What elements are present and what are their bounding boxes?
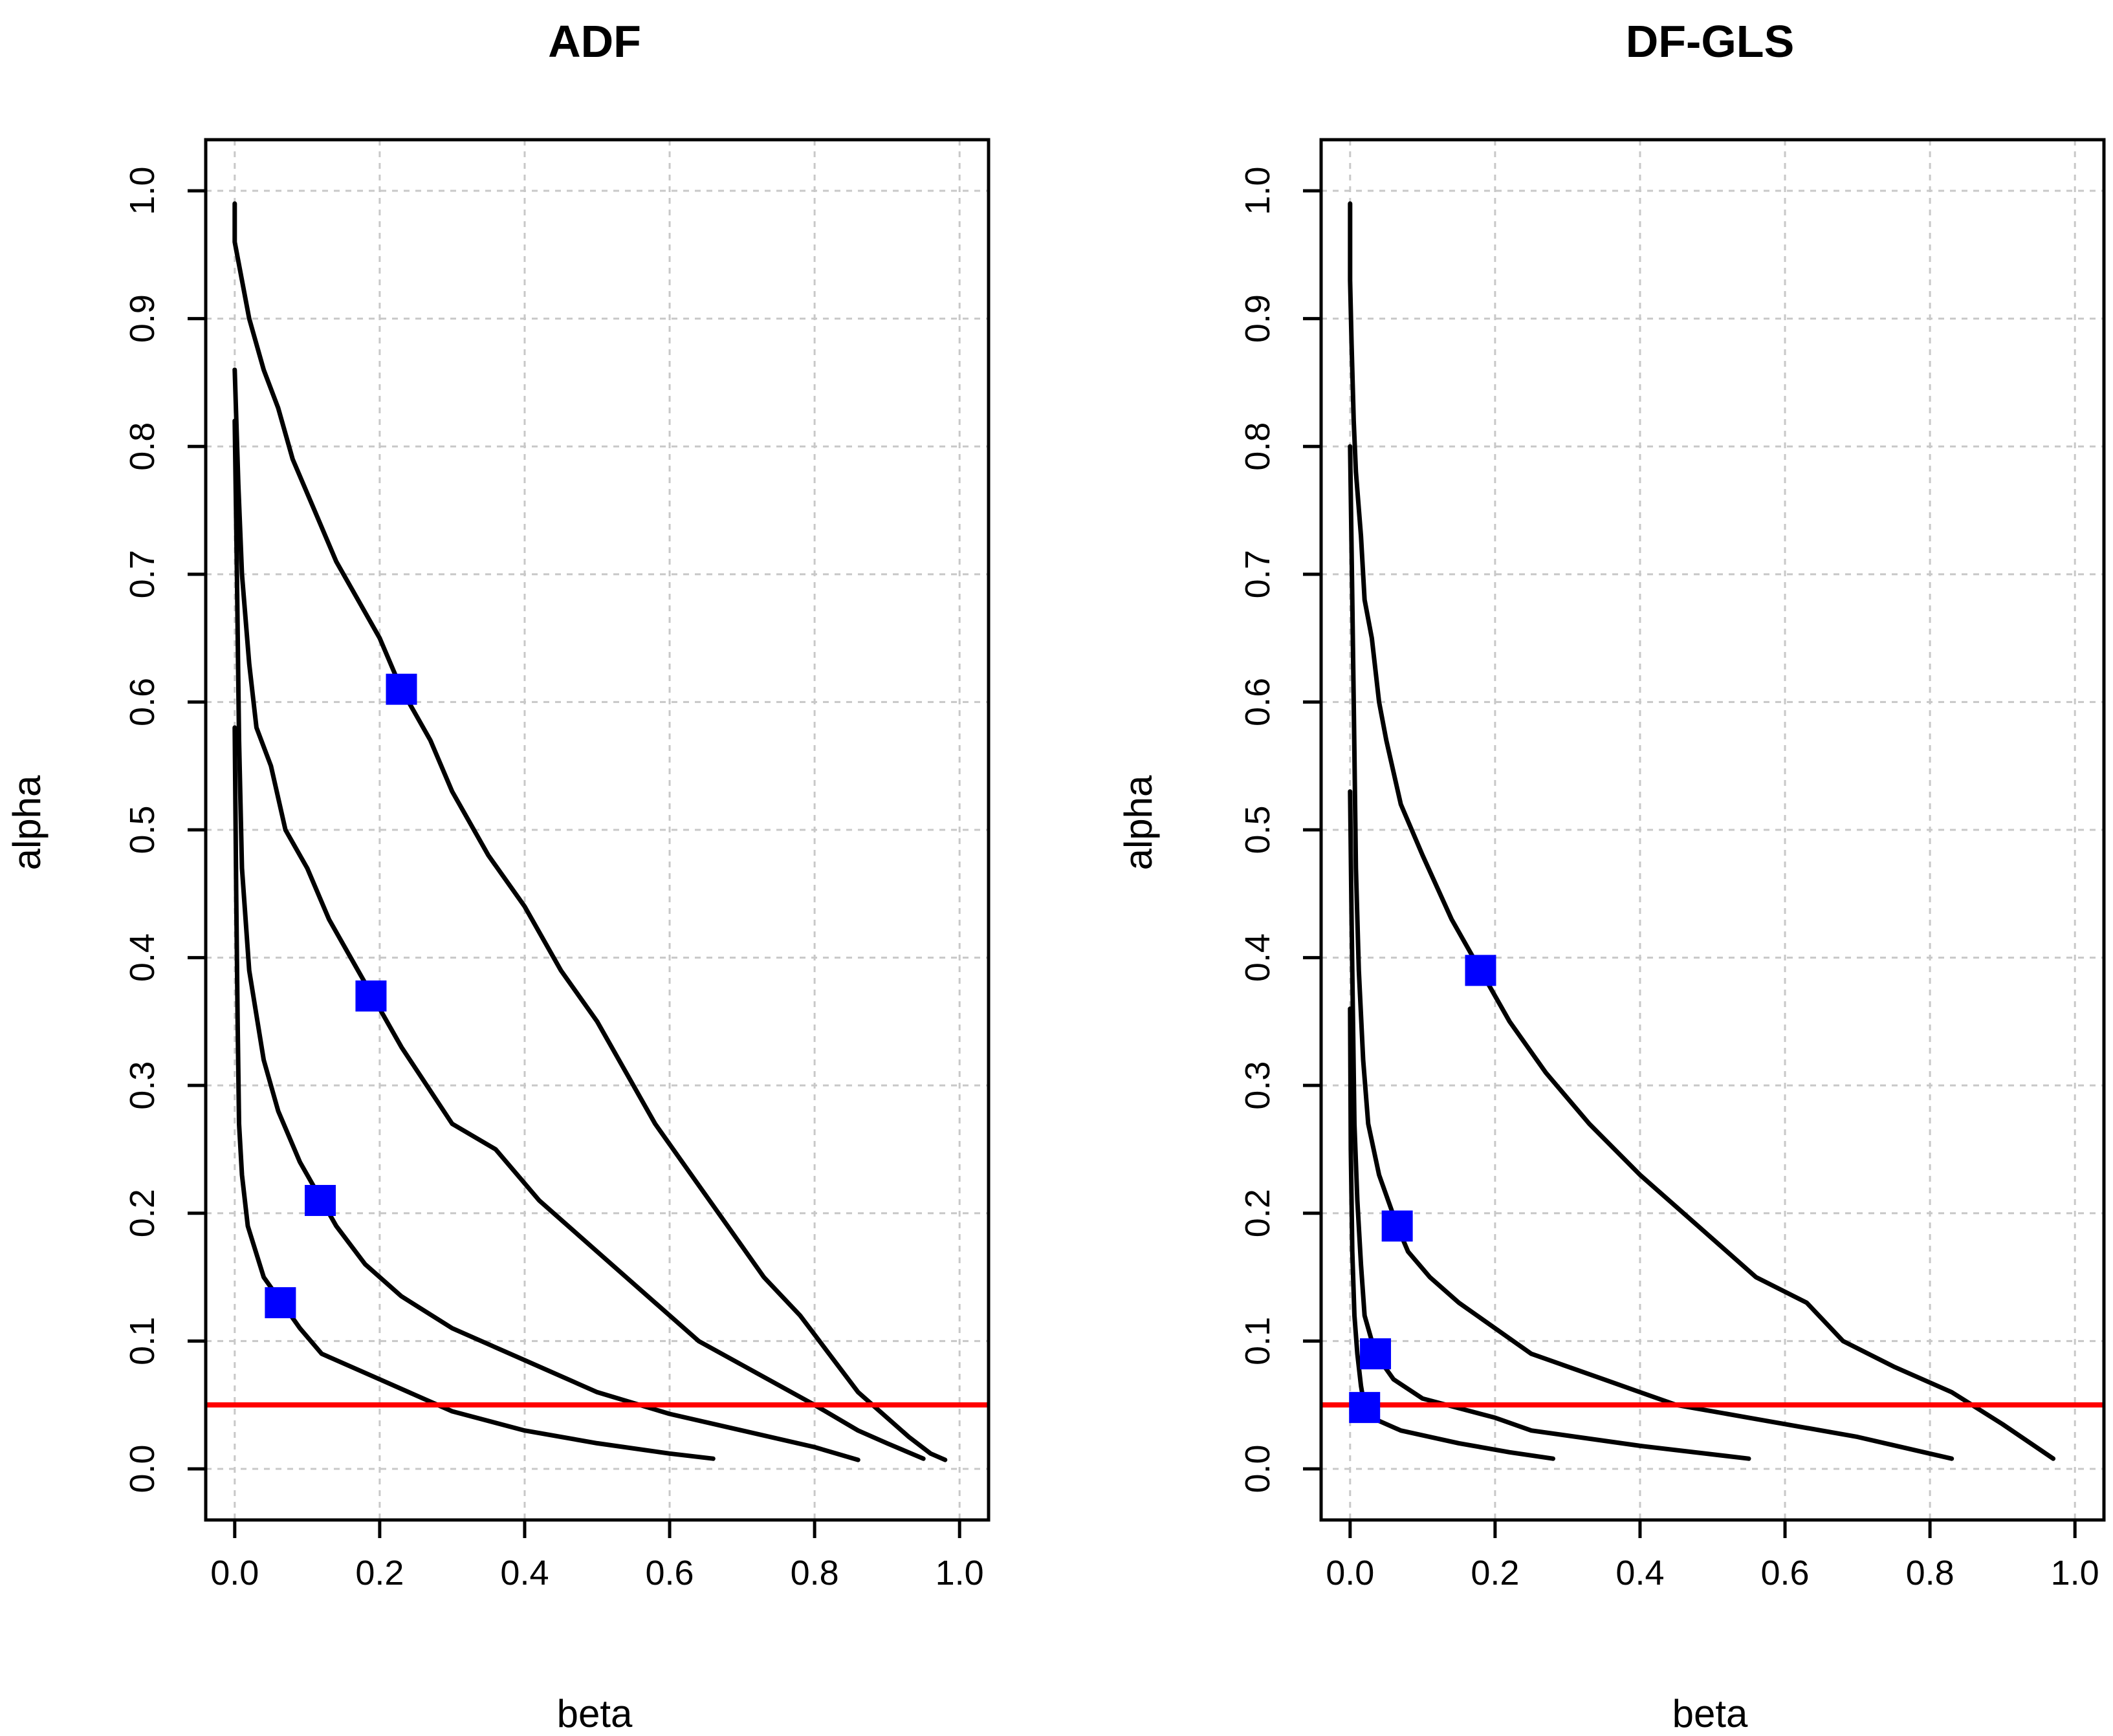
x-tick-label: 1.0 — [2051, 1554, 2099, 1592]
y-tick-label: 0.0 — [123, 1444, 162, 1493]
y-tick-label: 0.3 — [123, 1061, 162, 1110]
marker-curve-1 — [1349, 1392, 1381, 1424]
y-tick-label: 0.5 — [1238, 805, 1277, 854]
y-tick-label: 0.8 — [123, 422, 162, 471]
y-tick-label: 0.2 — [1238, 1189, 1277, 1237]
y-tick-label: 1.0 — [1238, 166, 1277, 215]
x-tick-label: 1.0 — [936, 1554, 984, 1592]
series-line-curve-2 — [232, 418, 860, 1462]
series-line-curve-4 — [232, 201, 948, 1462]
marker-curve-4 — [1465, 955, 1496, 986]
y-tick-label: 0.6 — [1238, 678, 1277, 726]
panel-df-gls: DF-GLS beta alpha 0.0 0.2 0.4 0.6 0.8 1.0 0.0 0… — [1117, 16, 2106, 1735]
x-axis-label: beta — [1672, 1692, 1748, 1735]
x-axis-label: beta — [557, 1692, 633, 1735]
panel-title: DF-GLS — [1626, 16, 1795, 67]
x-tick-label: 0.0 — [1326, 1554, 1374, 1592]
y-tick-label: 0.7 — [123, 550, 162, 598]
y-tick-label: 0.2 — [123, 1189, 162, 1237]
x-tick-label: 0.4 — [500, 1554, 549, 1592]
x-tick-label: 0.8 — [791, 1554, 839, 1592]
x-tick-label: 0.0 — [210, 1554, 259, 1592]
y-tick-label: 0.0 — [1238, 1444, 1277, 1493]
y-tick-label: 0.9 — [123, 294, 162, 343]
panel-title: ADF — [548, 16, 641, 67]
marker-curve-3 — [1381, 1210, 1413, 1242]
y-tick-label: 0.7 — [1238, 550, 1277, 598]
y-tick-label: 0.6 — [123, 678, 162, 726]
marker-curve-4 — [386, 673, 417, 705]
y-tick-label: 0.1 — [123, 1317, 162, 1365]
y-tick-label: 0.3 — [1238, 1061, 1277, 1110]
grid — [206, 140, 989, 1520]
x-tick-label: 0.8 — [1906, 1554, 1954, 1592]
marker-curve-2 — [305, 1185, 336, 1217]
y-tick-label: 0.4 — [1238, 933, 1277, 982]
y-tick-label: 0.8 — [1238, 422, 1277, 471]
panel-adf: ADF beta alpha 0.0 0.2 0.4 0.6 0.8 1.0 0.0 0.1 0… — [5, 16, 991, 1735]
series-line-curve-3 — [232, 367, 926, 1461]
x-tick-label: 0.6 — [1760, 1554, 1809, 1592]
marker-curve-1 — [265, 1287, 296, 1319]
y-tick-label: 1.0 — [123, 166, 162, 215]
series-line-curve-4 — [1348, 201, 2056, 1461]
y-axis-label: alpha — [5, 775, 49, 870]
x-tick-label: 0.2 — [1471, 1554, 1519, 1592]
series-line-curve-2 — [1348, 789, 1751, 1461]
series-line-curve-3 — [1348, 444, 1954, 1461]
marker-curve-2 — [1360, 1338, 1392, 1370]
y-tick-label: 0.5 — [123, 805, 162, 854]
y-tick-label: 0.9 — [1238, 294, 1277, 343]
x-tick-label: 0.2 — [355, 1554, 404, 1592]
marker-curve-3 — [355, 980, 387, 1012]
x-tick-label: 0.4 — [1615, 1554, 1664, 1592]
x-tick-label: 0.6 — [645, 1554, 694, 1592]
y-tick-label: 0.4 — [123, 933, 162, 982]
y-axis-label: alpha — [1117, 775, 1160, 870]
y-tick-label: 0.1 — [1238, 1317, 1277, 1365]
